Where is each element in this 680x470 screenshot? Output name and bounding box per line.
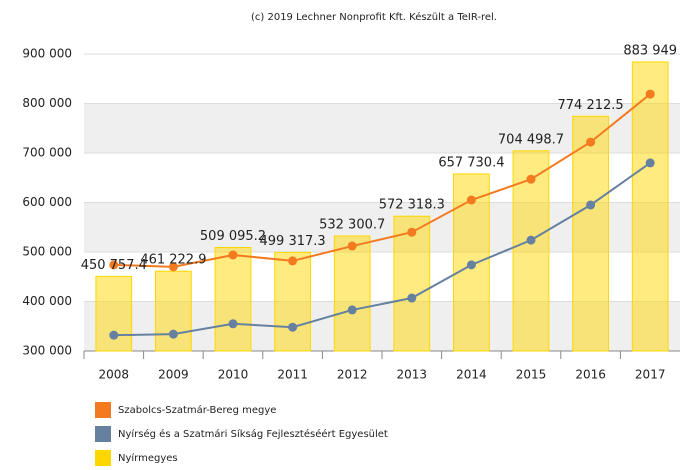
bar xyxy=(572,115,609,352)
x-tick-label: 2008 xyxy=(99,368,130,382)
x-tick-label: 2009 xyxy=(158,368,189,382)
data-label: 883 949 xyxy=(623,43,677,58)
data-label: 509 095.2 xyxy=(200,229,266,244)
data-label: 532 300.7 xyxy=(319,218,385,233)
series-marker xyxy=(586,137,596,147)
series-marker xyxy=(466,195,476,205)
series-marker xyxy=(645,89,655,99)
series-marker xyxy=(645,158,655,168)
y-tick-label: 300 000 xyxy=(22,344,72,358)
series-marker xyxy=(168,262,178,272)
data-label: 657 730.4 xyxy=(438,155,504,170)
series-marker xyxy=(526,174,536,184)
legend-label: Nyírség és a Szatmári Síkság Fejlesztésé… xyxy=(118,428,388,440)
chart-title: (c) 2019 Lechner Nonprofit Kft. Készült … xyxy=(251,11,497,23)
series-marker xyxy=(228,250,238,260)
series-marker xyxy=(407,293,417,303)
series-marker xyxy=(466,260,476,270)
data-label: 450 757.4 xyxy=(81,258,147,273)
bar xyxy=(95,275,133,352)
data-label: 774 212.5 xyxy=(558,98,624,113)
data-label: 499 317.3 xyxy=(260,234,326,249)
data-label: 461 222.9 xyxy=(140,253,206,268)
x-tick-label: 2012 xyxy=(337,368,368,382)
bar xyxy=(393,215,431,352)
y-tick-label: 400 000 xyxy=(22,294,72,308)
series-marker xyxy=(228,319,238,329)
series-marker xyxy=(347,241,357,251)
bar xyxy=(274,251,311,352)
series-marker xyxy=(168,329,178,339)
bar xyxy=(214,246,252,352)
series-line xyxy=(113,162,651,337)
y-tick-label: 900 000 xyxy=(22,47,72,61)
y-tick-label: 800 000 xyxy=(22,96,72,110)
legend-swatch xyxy=(95,402,111,418)
x-tick-label: 2013 xyxy=(397,368,428,382)
series-marker xyxy=(109,330,119,340)
legend-label: Szabolcs-Szatmár-Bereg megye xyxy=(118,404,276,416)
x-tick-label: 2017 xyxy=(635,368,666,382)
series-marker xyxy=(526,235,536,245)
series-marker xyxy=(288,256,298,266)
y-tick-label: 700 000 xyxy=(22,146,72,160)
bar xyxy=(631,61,669,352)
x-tick-label: 2016 xyxy=(575,368,606,382)
bar xyxy=(155,270,192,352)
y-tick-label: 500 000 xyxy=(22,245,72,259)
legend-swatch xyxy=(95,426,111,442)
x-tick-label: 2011 xyxy=(277,368,308,382)
data-label: 572 318.3 xyxy=(379,198,445,213)
series-marker xyxy=(347,305,357,315)
x-tick-label: 2010 xyxy=(218,368,249,382)
bar xyxy=(333,235,371,352)
series-line xyxy=(113,93,651,268)
legend-swatch xyxy=(95,450,111,466)
bar xyxy=(512,150,550,352)
y-tick-label: 600 000 xyxy=(22,195,72,209)
series-marker xyxy=(288,322,298,332)
x-tick-label: 2014 xyxy=(456,368,487,382)
data-label: 704 498.7 xyxy=(498,132,564,147)
x-tick-label: 2015 xyxy=(516,368,547,382)
series-marker xyxy=(586,200,596,210)
series-marker xyxy=(407,227,417,237)
series-marker xyxy=(109,260,119,270)
legend-label: Nyírmegyes xyxy=(118,452,178,464)
